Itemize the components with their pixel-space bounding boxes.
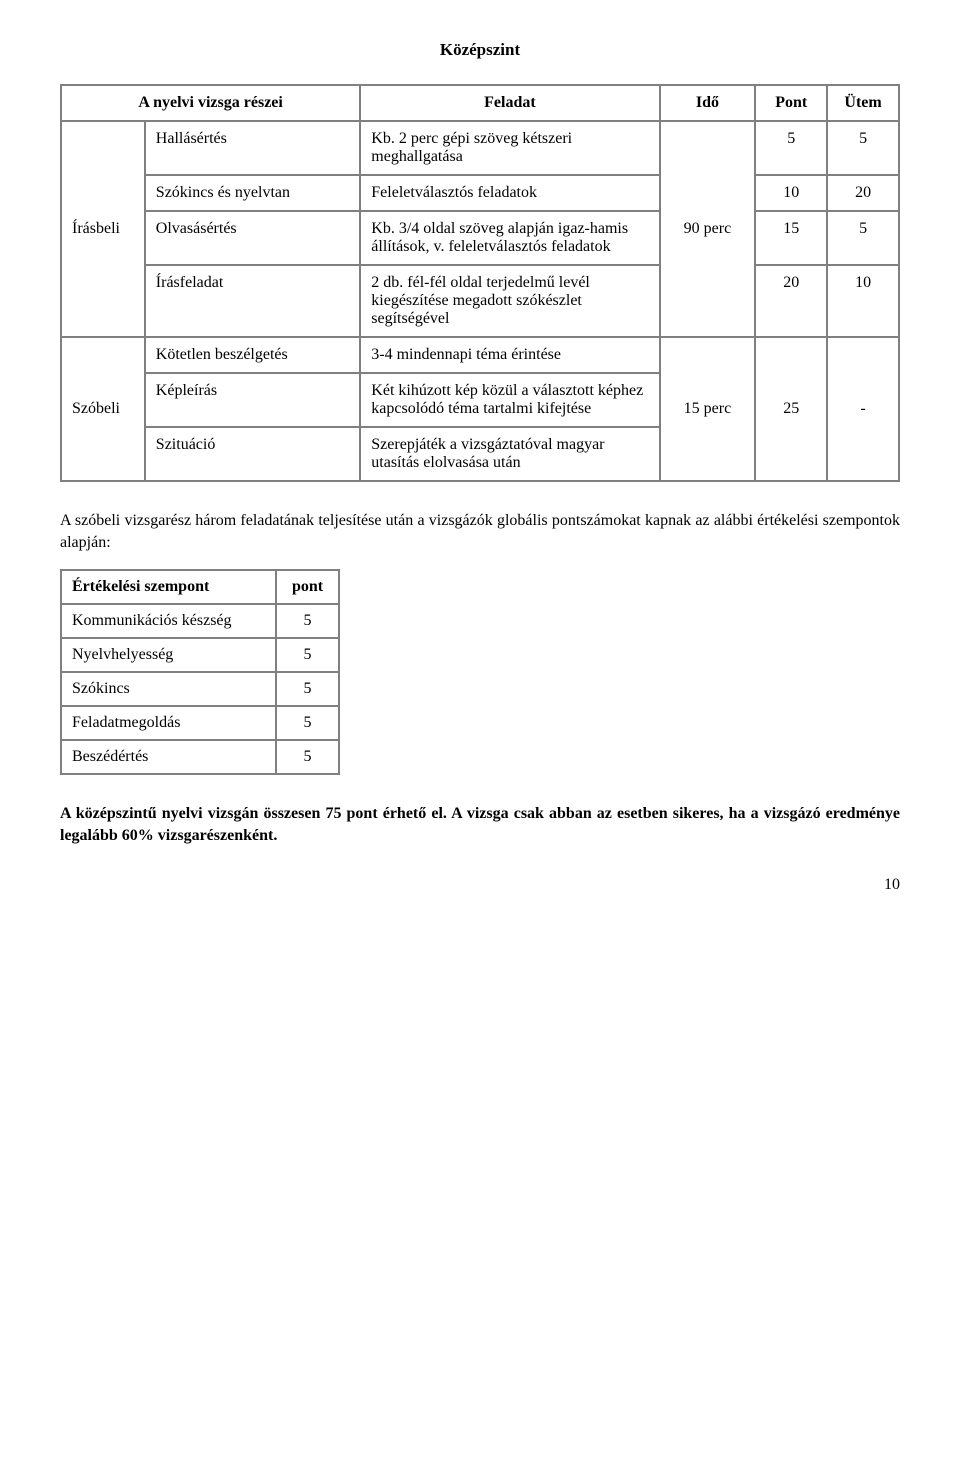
cell-sub: Szókincs és nyelvtan <box>145 175 360 211</box>
cell-ido-szob: 15 perc <box>660 337 756 481</box>
cell-utem: 5 <box>827 211 899 265</box>
eval-cell-value: 5 <box>276 638 339 672</box>
cell-feladat: 2 db. fél-fél oldal terjedelmű levél kie… <box>360 265 659 337</box>
header-utem: Ütem <box>827 85 899 121</box>
table-row: Szókincs 5 <box>61 672 339 706</box>
table-row: Írásfeladat 2 db. fél-fél oldal terjedel… <box>61 265 899 337</box>
evaluation-table: Értékelési szempont pont Kommunikációs k… <box>60 569 340 775</box>
header-reszei: A nyelvi vizsga részei <box>61 85 360 121</box>
cell-sub: Szituáció <box>145 427 360 481</box>
table-row: Szókincs és nyelvtan Feleletválasztós fe… <box>61 175 899 211</box>
cell-feladat: Két kihúzott kép közül a választott képh… <box>360 373 659 427</box>
paragraph-intro: A szóbeli vizsgarész három feladatának t… <box>60 510 900 553</box>
cell-pont-szob: 25 <box>755 337 827 481</box>
cell-sub: Olvasásértés <box>145 211 360 265</box>
table-header-row: A nyelvi vizsga részei Feladat Idő Pont … <box>61 85 899 121</box>
cell-feladat: Szerepjáték a vizsgáztatóval magyar utas… <box>360 427 659 481</box>
header-feladat: Feladat <box>360 85 659 121</box>
cell-ido-irasb: 90 perc <box>660 121 756 337</box>
eval-header-pont: pont <box>276 570 339 604</box>
cell-sub: Hallásértés <box>145 121 360 175</box>
cell-utem: 20 <box>827 175 899 211</box>
footer-note: A középszintű nyelvi vizsgán összesen 75… <box>60 803 900 846</box>
table-row: Szóbeli Kötetlen beszélgetés 3-4 mindenn… <box>61 337 899 373</box>
eval-cell-label: Nyelvhelyesség <box>61 638 276 672</box>
cell-sub: Kötetlen beszélgetés <box>145 337 360 373</box>
page-number: 10 <box>60 876 900 894</box>
table-row: Nyelvhelyesség 5 <box>61 638 339 672</box>
table-row: Olvasásértés Kb. 3/4 oldal szöveg alapjá… <box>61 211 899 265</box>
cell-pont: 10 <box>755 175 827 211</box>
eval-cell-label: Feladatmegoldás <box>61 706 276 740</box>
eval-cell-value: 5 <box>276 740 339 774</box>
table-row: Kommunikációs készség 5 <box>61 604 339 638</box>
eval-cell-value: 5 <box>276 672 339 706</box>
cell-irasbeli: Írásbeli <box>61 121 145 337</box>
cell-pont: 15 <box>755 211 827 265</box>
eval-cell-value: 5 <box>276 706 339 740</box>
cell-sub: Képleírás <box>145 373 360 427</box>
header-ido: Idő <box>660 85 756 121</box>
cell-szobeli: Szóbeli <box>61 337 145 481</box>
main-exam-table: A nyelvi vizsga részei Feladat Idő Pont … <box>60 84 900 482</box>
eval-header-szempont: Értékelési szempont <box>61 570 276 604</box>
table-header-row: Értékelési szempont pont <box>61 570 339 604</box>
cell-utem-szob: - <box>827 337 899 481</box>
eval-cell-label: Szókincs <box>61 672 276 706</box>
eval-cell-label: Kommunikációs készség <box>61 604 276 638</box>
table-row: Beszédértés 5 <box>61 740 339 774</box>
cell-feladat: Feleletválasztós feladatok <box>360 175 659 211</box>
cell-feladat: Kb. 2 perc gépi szöveg kétszeri meghallg… <box>360 121 659 175</box>
cell-feladat: 3-4 mindennapi téma érintése <box>360 337 659 373</box>
eval-cell-label: Beszédértés <box>61 740 276 774</box>
cell-utem: 5 <box>827 121 899 175</box>
cell-feladat: Kb. 3/4 oldal szöveg alapján igaz-hamis … <box>360 211 659 265</box>
cell-pont: 20 <box>755 265 827 337</box>
cell-sub: Írásfeladat <box>145 265 360 337</box>
table-row: Írásbeli Hallásértés Kb. 2 perc gépi szö… <box>61 121 899 175</box>
table-row: Feladatmegoldás 5 <box>61 706 339 740</box>
header-pont: Pont <box>755 85 827 121</box>
cell-utem: 10 <box>827 265 899 337</box>
eval-cell-value: 5 <box>276 604 339 638</box>
cell-pont: 5 <box>755 121 827 175</box>
page-title: Középszint <box>60 40 900 60</box>
